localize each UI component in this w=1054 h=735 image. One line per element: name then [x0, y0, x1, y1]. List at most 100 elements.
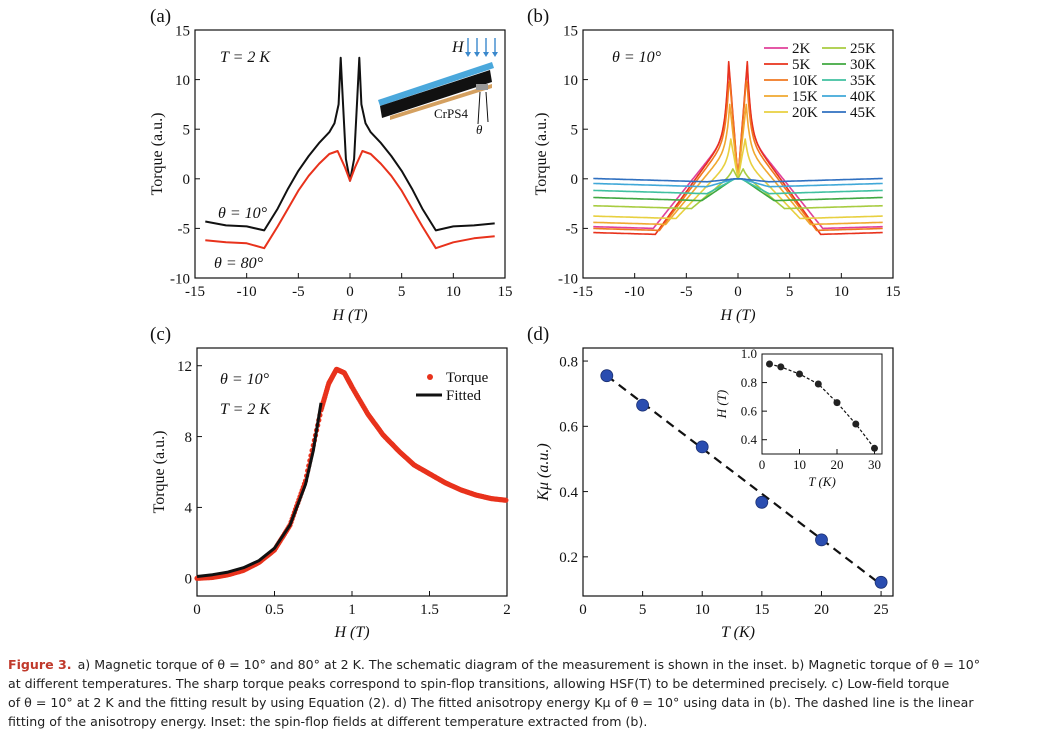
panel-b-series-30K: [593, 178, 883, 202]
panel-d: (d) 0 5 10 15 20 25 0.2 0.4 0.6 0.8 T (K) Kμ (a.u…: [527, 324, 894, 641]
di-ytick-label: 0.4: [741, 432, 758, 447]
c-xtick-label: 0.5: [265, 602, 284, 618]
inset-spinflop-point: [814, 380, 822, 388]
legend-label-35K: 35K: [850, 73, 876, 89]
c-ytick-label: 4: [185, 501, 193, 517]
b-xtick-label: 0: [734, 284, 742, 300]
panel-d-inset-frame: [761, 353, 883, 455]
k-mu-point: [695, 440, 709, 454]
c-ytick-label: 12: [177, 359, 192, 375]
cantilever: [390, 84, 492, 120]
panel-c: (c) 0 0.5 1 1.5 2 0 4 8 12 Torque Fitted H (T) T…: [150, 324, 511, 641]
k-mu-point: [874, 575, 888, 589]
legend-label-30K: 30K: [850, 57, 876, 73]
panel-b-xlabel: H (T): [719, 307, 755, 324]
panel-b-annotation: θ = 10°: [612, 49, 662, 66]
b-xtick-label: -10: [625, 284, 645, 300]
d-xtick-label: 5: [639, 602, 647, 618]
panel-c-ylabel: Torque (a.u.): [151, 431, 168, 514]
legend-torque-label: Torque: [446, 370, 489, 386]
c-ytick-label: 0: [185, 572, 193, 588]
d-ytick-label: 0.8: [559, 354, 578, 370]
b-xtick-label: 15: [886, 284, 901, 300]
a-xtick-label: -15: [185, 284, 205, 300]
panel-b-series-35K: [593, 178, 883, 195]
panel-a-label: (a): [150, 6, 171, 27]
c-ytick-label: 8: [185, 430, 193, 446]
caption-line-2: at different temperatures. The sharp tor…: [8, 676, 950, 691]
inset-xlabel: T (K): [808, 474, 836, 489]
panel-d-xlabel: T (K): [721, 624, 755, 641]
legend-label-2K: 2K: [792, 41, 811, 57]
schematic-angle-label: θ: [476, 122, 483, 137]
a-xtick-label: 5: [398, 284, 406, 300]
legend-label-10K: 10K: [792, 73, 818, 89]
sample-holder: [380, 70, 492, 118]
panel-a-annotation-10deg: θ = 10°: [218, 205, 268, 222]
a-ytick-label: 10: [175, 73, 190, 89]
legend-torque-marker: [427, 374, 433, 380]
caption-line-3: of θ = 10° at 2 K and the fitting result…: [8, 695, 974, 710]
sample-crystal: [476, 84, 488, 90]
figure-caption: Figure 3. a) Magnetic torque of θ = 10° a…: [8, 655, 1048, 731]
d-ytick-label: 0.6: [559, 420, 578, 436]
panel-c-xlabel: H (T): [333, 624, 369, 641]
panel-b-label: (b): [527, 6, 549, 27]
a-xtick-label: -5: [292, 284, 305, 300]
inset-spinflop-point: [833, 399, 841, 407]
torque-point: [503, 497, 509, 503]
d-xtick-label: 0: [579, 602, 587, 618]
panel-c-annotation-angle: θ = 10°: [220, 371, 270, 388]
fitted-curve: [196, 402, 323, 578]
caption-line-4: fitting of the anisotropy energy. Inset:…: [8, 714, 648, 729]
field-arrows: [465, 38, 498, 57]
inset-spinflop-point: [766, 360, 773, 368]
b-ytick-label: -5: [566, 222, 579, 238]
angle-line: [477, 91, 481, 125]
legend-label-45K: 45K: [850, 105, 876, 121]
schematic-field-label: H: [451, 39, 465, 56]
linear-fit-line: [606, 374, 882, 586]
legend-label-25K: 25K: [850, 41, 876, 57]
d-xtick-label: 20: [814, 602, 829, 618]
panel-b-series-2K: [593, 63, 883, 230]
a-xtick-label: 10: [446, 284, 461, 300]
panel-c-label: (c): [150, 324, 171, 345]
panel-b-series-10K: [593, 80, 883, 232]
di-xtick-label: 0: [759, 457, 766, 472]
di-ytick-label: 0.6: [741, 403, 758, 418]
panel-b-ylabel: Torque (a.u.): [533, 113, 550, 196]
a-ytick-label: 15: [175, 23, 190, 39]
panel-a-series-80deg: [205, 150, 495, 250]
schematic-sample-label: CrPS4: [434, 106, 468, 121]
d-xtick-label: 15: [754, 602, 769, 618]
b-xtick-label: -15: [573, 284, 593, 300]
b-ytick-label: 0: [571, 172, 579, 188]
inset-spinflop-point: [852, 420, 860, 428]
a-ytick-label: 0: [183, 172, 191, 188]
panel-b-series-45K: [593, 177, 883, 183]
panel-c-annotation-temp: T = 2 K: [220, 401, 271, 418]
di-ytick-label: 1.0: [741, 346, 757, 361]
d-xtick-label: 10: [695, 602, 710, 618]
a-xtick-label: 15: [498, 284, 513, 300]
panel-d-label: (d): [527, 324, 549, 345]
panel-a-xlabel: H (T): [331, 307, 367, 324]
k-mu-point: [815, 533, 828, 547]
a-xtick-label: 0: [346, 284, 354, 300]
d-ytick-label: 0.2: [559, 550, 578, 566]
legend-label-5K: 5K: [792, 57, 811, 73]
c-xtick-label: 1.5: [420, 602, 439, 618]
legend-label-40K: 40K: [850, 89, 876, 105]
di-ytick-label: 0.8: [741, 375, 757, 390]
caption-line-1: a) Magnetic torque of θ = 10° and 80° at…: [77, 657, 981, 672]
di-xtick-label: 10: [793, 457, 806, 472]
panel-a-schematic: H CrPS4 θ: [378, 38, 498, 137]
panel-d-frame: [582, 347, 894, 597]
c-xtick-label: 1: [348, 602, 356, 618]
panel-a-ylabel: Torque (a.u.): [149, 113, 166, 196]
a-xtick-label: -10: [237, 284, 257, 300]
